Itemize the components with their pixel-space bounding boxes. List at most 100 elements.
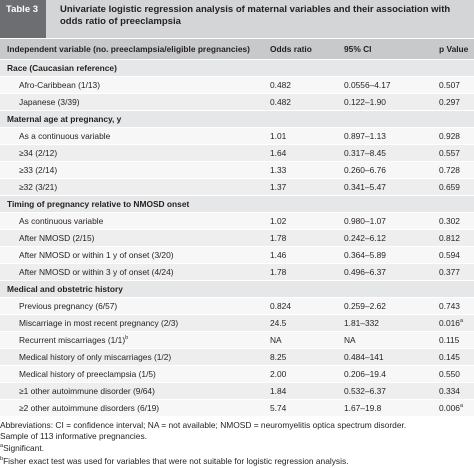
footnote: Abbreviations: CI = confidence interval;… bbox=[0, 420, 474, 431]
column-header-odds-ratio: Odds ratio bbox=[270, 44, 312, 54]
odds-ratio-cell: 1.01 bbox=[270, 131, 287, 141]
variable-cell: Japanese (3/39) bbox=[0, 97, 268, 107]
p-value-cell: 0.743 bbox=[436, 301, 474, 311]
p-value-cell: 0.334 bbox=[436, 386, 474, 396]
p-value-cell: 0.115 bbox=[436, 335, 474, 345]
odds-ratio-cell: 1.46 bbox=[270, 250, 287, 260]
variable-label: ≥1 other autoimmune disorder (9/64) bbox=[19, 386, 155, 396]
variable-cell: Afro-Caribbean (1/13) bbox=[0, 80, 268, 90]
variable-cell: As a continuous variable bbox=[0, 131, 268, 141]
variable-cell: After NMOSD (2/15) bbox=[0, 233, 268, 243]
table-row: Medical history of only miscarriages (1/… bbox=[0, 348, 474, 365]
p-value-cell: 0.297 bbox=[436, 97, 474, 107]
odds-ratio-cell: 2.00 bbox=[270, 369, 287, 379]
variable-label: After NMOSD (2/15) bbox=[19, 233, 95, 243]
p-value: 0.550 bbox=[439, 369, 460, 379]
table-row: As continuous variable 1.02 0.980–1.07 0.30… bbox=[0, 212, 474, 229]
table-row: After NMOSD (2/15) 1.78 0.242–6.12 0.812 bbox=[0, 229, 474, 246]
footnote-marker: a bbox=[459, 318, 464, 325]
p-value: 0.594 bbox=[439, 250, 460, 260]
p-value-cell: 0.550 bbox=[436, 369, 474, 379]
column-header-variable: Independent variable (no. preeclampsia/e… bbox=[7, 44, 250, 54]
variable-label: ≥2 other autoimmune disorders (6/19) bbox=[19, 403, 160, 413]
ci-cell: 0.364–5.89 bbox=[344, 250, 386, 260]
odds-ratio-cell: 0.824 bbox=[270, 301, 291, 311]
table-row: After NMOSD or within 1 y of onset (3/20… bbox=[0, 246, 474, 263]
variable-cell: ≥32 (3/21) bbox=[0, 182, 268, 192]
odds-ratio-cell: 1.02 bbox=[270, 216, 287, 226]
variable-cell: After NMOSD or within 1 y of onset (3/20… bbox=[0, 250, 268, 260]
p-value: 0.302 bbox=[439, 216, 460, 226]
variable-label: Japanese (3/39) bbox=[19, 97, 80, 107]
ci-cell: 0.897–1.13 bbox=[344, 131, 386, 141]
variable-cell: ≥33 (2/14) bbox=[0, 165, 268, 175]
p-value: 0.659 bbox=[439, 182, 460, 192]
section-row: Race (Caucasian reference) bbox=[0, 59, 474, 76]
ci-cell: 0.484–141 bbox=[344, 352, 384, 362]
variable-cell: ≥34 (2/12) bbox=[0, 148, 268, 158]
odds-ratio-cell: 8.25 bbox=[270, 352, 287, 362]
ci-cell: 0.242–6.12 bbox=[344, 233, 386, 243]
footnotes: Abbreviations: CI = confidence interval;… bbox=[0, 416, 474, 466]
table-label: Table 3 bbox=[0, 0, 46, 38]
p-value-cell: 0.377 bbox=[436, 267, 474, 277]
column-header-p-value: p Value bbox=[439, 44, 469, 54]
p-value: 0.297 bbox=[439, 97, 460, 107]
odds-ratio-cell: 0.482 bbox=[270, 80, 291, 90]
variable-label: ≥32 (3/21) bbox=[19, 182, 58, 192]
odds-ratio-cell: 0.482 bbox=[270, 97, 291, 107]
footnote: bFisher exact test was used for variable… bbox=[0, 454, 474, 466]
table-row: After NMOSD or within 3 y of onset (4/24… bbox=[0, 263, 474, 280]
table-row: Recurrent miscarriages (1/1)b NA NA 0.115 bbox=[0, 331, 474, 348]
section-row: Timing of pregnancy relative to NMOSD on… bbox=[0, 195, 474, 212]
p-value: 0.006 bbox=[439, 403, 460, 413]
footnote-marker: b bbox=[0, 455, 4, 462]
variable-cell: As continuous variable bbox=[0, 216, 268, 226]
ci-cell: 1.81–332 bbox=[344, 318, 379, 328]
variable-cell: Previous pregnancy (6/57) bbox=[0, 301, 268, 311]
footnote: aSignificant. bbox=[0, 441, 474, 453]
ci-cell: 0.0556–4.17 bbox=[344, 80, 391, 90]
odds-ratio-cell: 1.78 bbox=[270, 233, 287, 243]
odds-ratio-cell: NA bbox=[270, 335, 282, 345]
variable-cell: Medical history of only miscarriages (1/… bbox=[0, 352, 268, 362]
ci-cell: 0.980–1.07 bbox=[344, 216, 386, 226]
table-header: Table 3 Univariate logistic regression a… bbox=[0, 0, 474, 38]
p-value: 0.812 bbox=[439, 233, 460, 243]
p-value-cell: 0.507 bbox=[436, 80, 474, 90]
p-value-cell: 0.145 bbox=[436, 352, 474, 362]
variable-cell: After NMOSD or within 3 y of onset (4/24… bbox=[0, 267, 268, 277]
p-value-cell: 0.728 bbox=[436, 165, 474, 175]
table-row: ≥2 other autoimmune disorders (6/19) 5.74… bbox=[0, 399, 474, 416]
footnote-marker: a bbox=[459, 403, 464, 410]
p-value: 0.145 bbox=[439, 352, 460, 362]
table-row: Afro-Caribbean (1/13) 0.482 0.0556–4.17 0.5… bbox=[0, 76, 474, 93]
ci-cell: 0.260–6.76 bbox=[344, 165, 386, 175]
p-value-cell: 0.006a bbox=[436, 403, 474, 413]
table-row: ≥33 (2/14) 1.33 0.260–6.76 0.728 bbox=[0, 161, 474, 178]
variable-label: Medical history of preeclampsia (1/5) bbox=[19, 369, 156, 379]
p-value-cell: 0.812 bbox=[436, 233, 474, 243]
variable-label: ≥34 (2/12) bbox=[19, 148, 58, 158]
table-row: As a continuous variable 1.01 0.897–1.13 0.… bbox=[0, 127, 474, 144]
footnote-text: Abbreviations: CI = confidence interval;… bbox=[0, 420, 407, 430]
ci-cell: 0.341–5.47 bbox=[344, 182, 386, 192]
table-row: Miscarriage in most recent pregnancy (2/… bbox=[0, 314, 474, 331]
odds-ratio-cell: 24.5 bbox=[270, 318, 287, 328]
p-value: 0.115 bbox=[439, 335, 460, 345]
footnote-marker: a bbox=[0, 443, 4, 450]
variable-cell: Miscarriage in most recent pregnancy (2/… bbox=[0, 318, 268, 328]
section-label: Maternal age at pregnancy, y bbox=[7, 114, 122, 124]
table-row: Japanese (3/39) 0.482 0.122–1.90 0.297 bbox=[0, 93, 474, 110]
section-row: Maternal age at pregnancy, y bbox=[0, 110, 474, 127]
odds-ratio-cell: 1.84 bbox=[270, 386, 287, 396]
ci-cell: 0.532–6.37 bbox=[344, 386, 386, 396]
odds-ratio-cell: 1.33 bbox=[270, 165, 287, 175]
section-row: Medical and obstetric history bbox=[0, 280, 474, 297]
p-value-cell: 0.928 bbox=[436, 131, 474, 141]
odds-ratio-cell: 5.74 bbox=[270, 403, 287, 413]
odds-ratio-cell: 1.37 bbox=[270, 182, 287, 192]
footnote-text: Sample of 113 informative pregnancies. bbox=[0, 430, 147, 441]
footnote-text: Fisher exact test was used for variables… bbox=[3, 455, 349, 466]
column-header-row: Independent variable (no. preeclampsia/e… bbox=[0, 39, 474, 59]
